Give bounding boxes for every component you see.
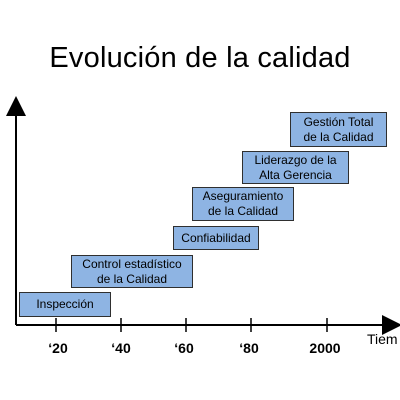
stage-aseguramiento: Aseguramiento de la Calidad	[192, 187, 294, 221]
tick-label: 2000	[309, 340, 341, 356]
stage-liderazgo: Liderazgo de la Alta Gerencia	[242, 151, 349, 184]
stage-label: Control estadístico de la Calidad	[82, 256, 182, 286]
stage-label: Liderazgo de la Alta Gerencia	[254, 152, 337, 182]
tick-label: ‘60	[174, 340, 194, 356]
stage-inspeccion: Inspección	[19, 292, 111, 317]
stage-gestion-total: Gestión Total de la Calidad	[290, 112, 387, 147]
stage-confiabilidad: Confiabilidad	[173, 226, 259, 250]
tick-label: ‘20	[48, 340, 68, 356]
stage-control-estadistico: Control estadístico de la Calidad	[71, 255, 193, 288]
stage-label: Inspección	[36, 297, 94, 311]
tick-label: ‘80	[239, 340, 259, 356]
stage-label: Confiabilidad	[181, 230, 251, 245]
x-axis-label: Tiem	[367, 331, 398, 347]
stage-label: Aseguramiento de la Calidad	[202, 189, 284, 218]
tick-label: ‘40	[111, 340, 131, 356]
diagram-title: Evolución de la calidad	[49, 42, 351, 74]
stage-label: Gestión Total de la Calidad	[303, 114, 374, 144]
